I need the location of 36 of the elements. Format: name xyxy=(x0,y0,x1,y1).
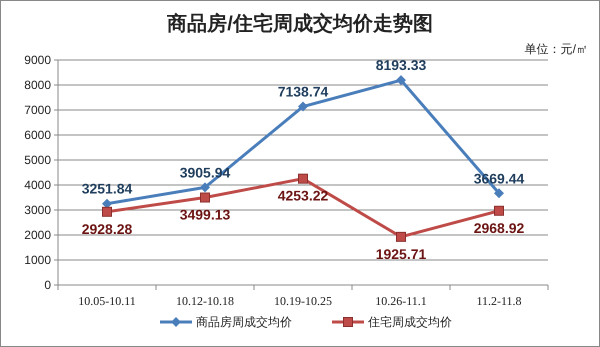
text: 单位：元/㎡ xyxy=(524,42,588,56)
point xyxy=(494,188,504,198)
x-tick-label: 10.19-10.25 xyxy=(274,294,332,308)
y-tick-label: 7000 xyxy=(24,103,52,117)
point xyxy=(102,206,112,217)
y-tick-label: 1000 xyxy=(24,253,52,267)
y-tick-label: 2000 xyxy=(24,228,52,242)
y-tick-label: 8000 xyxy=(24,78,52,92)
y-tick-label: 6000 xyxy=(24,128,52,142)
data-label: 3499.13 xyxy=(180,206,231,223)
point xyxy=(200,182,210,192)
x-tick-label: 11.2-11.8 xyxy=(476,294,522,308)
point xyxy=(494,206,504,216)
point xyxy=(298,174,308,184)
data-label: 4253.22 xyxy=(278,188,329,204)
data-label: 8193.33 xyxy=(376,57,427,74)
legend-label: 住宅周成交均价 xyxy=(367,315,452,329)
data-label: 1925.71 xyxy=(376,246,427,262)
data-label: 2928.28 xyxy=(82,220,133,237)
data-label: 7138.74 xyxy=(278,84,329,100)
y-tick-label: 5000 xyxy=(24,153,52,167)
x-tick-label: 10.05-10.11 xyxy=(78,294,136,308)
data-label: 2968.92 xyxy=(474,220,525,236)
point xyxy=(298,102,308,112)
y-tick-label: 4000 xyxy=(24,178,52,192)
point xyxy=(396,75,406,86)
legend-label: 商品房周成交均价 xyxy=(196,315,292,329)
y-tick-label: 9000 xyxy=(24,53,52,67)
chart-title: 商品房/住宅周成交均价走势图 xyxy=(166,12,433,35)
point xyxy=(200,192,210,203)
point xyxy=(396,232,406,242)
data-label: 3251.84 xyxy=(82,180,133,197)
y-tick-label: 3000 xyxy=(24,203,52,217)
y-tick-label: 0 xyxy=(44,278,52,292)
x-tick-label: 10.26-11.1 xyxy=(375,294,427,308)
x-tick-label: 10.12-10.18 xyxy=(176,294,234,308)
